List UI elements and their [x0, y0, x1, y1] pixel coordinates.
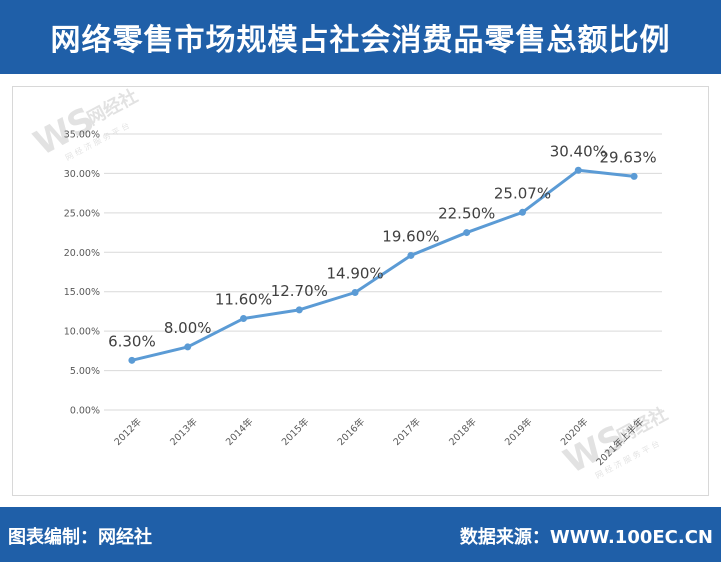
data-point: [128, 356, 136, 364]
data-point: [630, 172, 638, 180]
x-tick-label: 2014年: [223, 415, 256, 448]
data-point: [295, 306, 303, 314]
y-tick-label: 5.00%: [70, 366, 100, 377]
y-tick-label: 25.00%: [64, 208, 100, 219]
data-point: [574, 166, 582, 174]
x-tick-label: 2013年: [168, 415, 201, 448]
data-label: 30.40%: [550, 142, 607, 160]
line-chart: WS 网经社 网 经 济 服 务 平 台 WS 网经社 网 经 济 服 务 平 …: [27, 86, 671, 482]
svg-text:网经社: 网经社: [83, 86, 141, 130]
y-tick-label: 35.00%: [64, 130, 100, 141]
series-line: [130, 168, 636, 362]
data-point: [519, 208, 526, 216]
footer-credit-value: 网经社: [98, 527, 152, 548]
data-label: 8.00%: [164, 319, 212, 337]
x-tick-label: 2015年: [279, 415, 312, 448]
header-banner: 网络零售市场规模占社会消费品零售总额比例: [0, 0, 721, 74]
footer-banner: 图表编制：网经社 数据来源：WWW.100EC.CN: [0, 507, 721, 562]
y-tick-label: 30.00%: [64, 169, 100, 180]
footer-credit-label: 图表编制：: [8, 527, 98, 548]
y-tick-label: 0.00%: [70, 406, 100, 417]
gridlines: [104, 133, 662, 411]
chart-title: 网络零售市场规模占社会消费品零售总额比例: [50, 23, 671, 58]
data-points: [128, 166, 638, 364]
x-tick-label: 2012年: [112, 415, 145, 448]
footer-source: 数据来源：WWW.100EC.CN: [460, 523, 713, 549]
footer-credit: 图表编制：网经社: [8, 523, 152, 549]
y-tick-label: 10.00%: [64, 327, 100, 338]
data-point: [351, 289, 359, 297]
data-labels: 6.30% 8.00%11.60%12.70%14.90% 19.60% 22.50%…: [108, 142, 657, 350]
footer-source-label: 数据来源：: [459, 527, 550, 548]
data-point: [463, 229, 471, 237]
data-label: 19.60%: [382, 227, 439, 245]
data-label: 14.90%: [326, 265, 383, 283]
y-tick-label: 20.00%: [64, 248, 100, 259]
data-label: 22.50%: [438, 205, 495, 223]
x-tick-label: 2019年: [502, 415, 535, 448]
data-label: 12.70%: [271, 282, 328, 300]
x-tick-label: 2018年: [447, 415, 480, 448]
data-label: 29.63%: [599, 148, 656, 166]
data-point: [407, 251, 415, 259]
footer-source-value: WWW.100EC.CN: [549, 527, 713, 548]
chart-card: [12, 86, 709, 496]
y-axis-ticks: 0.00% 5.00% 10.00% 15.00% 20.00% 25.00% 30.00%…: [64, 130, 100, 417]
x-tick-label: 2016年: [335, 415, 368, 448]
data-label: 6.30%: [108, 332, 156, 350]
x-tick-label: 2017年: [391, 415, 424, 448]
data-point: [240, 315, 247, 323]
data-label: 11.60%: [215, 291, 272, 309]
data-point: [184, 343, 192, 351]
y-tick-label: 15.00%: [64, 287, 100, 298]
data-label: 25.07%: [494, 184, 551, 202]
